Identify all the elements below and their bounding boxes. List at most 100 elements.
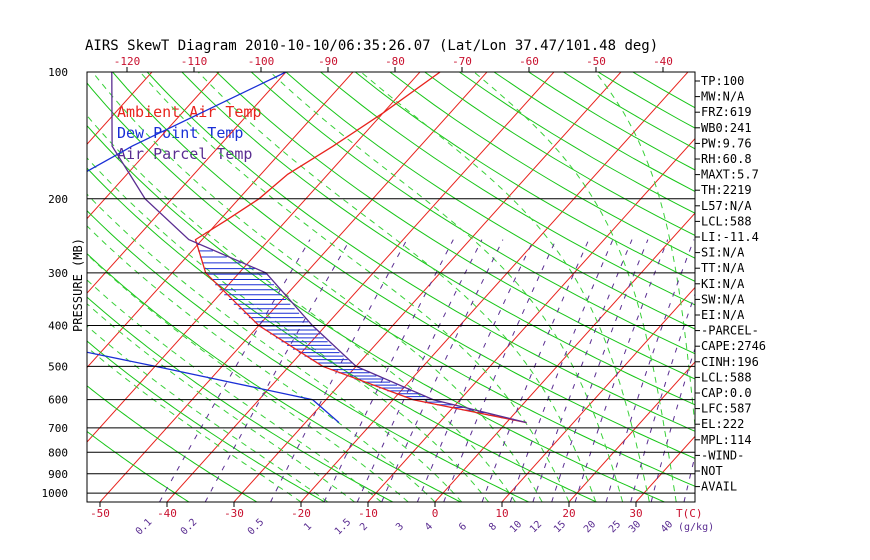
- bottom-temp-tick-label: -10: [358, 507, 378, 520]
- bottom-temp-tick-label: -20: [291, 507, 311, 520]
- isotherm-line: [367, 137, 695, 502]
- mixing-ratio-line: [356, 239, 483, 502]
- mixing-ratio-tick-label: 0.2: [179, 517, 200, 538]
- moist-adiabat-line: [87, 157, 489, 502]
- bottom-temp-tick-label: -50: [90, 507, 110, 520]
- top-temp-tick-label: -40: [653, 55, 673, 68]
- moist-adiabat-line: [87, 253, 409, 502]
- mixing-ratio-tick-label: 8: [487, 521, 499, 533]
- dry-adiabat-line: [87, 430, 190, 502]
- mixing-ratio-line: [605, 239, 695, 502]
- pressure-tick-label: 200: [48, 193, 68, 206]
- isotherm-line: [87, 72, 220, 220]
- top-temp-tick-label: -100: [248, 55, 275, 68]
- moist-adiabat-line: [269, 72, 624, 502]
- mixing-ratio-tick-label: 6: [457, 521, 469, 533]
- mixing-ratio-tick-label: 10: [508, 519, 524, 535]
- side-panel-entry: MAXT:5.7: [701, 168, 759, 182]
- pressure-tick-label: 500: [48, 360, 68, 373]
- bottom-temp-tick-label: -40: [157, 507, 177, 520]
- side-panel-entry: EI:N/A: [701, 308, 745, 322]
- dry-adiabat-line: [87, 82, 695, 487]
- pressure-tick-label: 600: [48, 394, 68, 407]
- top-temp-tick-label: -120: [114, 55, 141, 68]
- mixing-ratio-line: [551, 239, 649, 502]
- side-panel-entry: TT:N/A: [701, 261, 745, 275]
- side-panel-entry: MPL:114: [701, 433, 752, 447]
- dry-adiabat-line: [250, 72, 695, 355]
- mixing-ratio-line: [532, 239, 633, 502]
- side-panel-entry: CAP:0.0: [701, 386, 752, 400]
- side-panel-entry: FRZ:619: [701, 105, 752, 119]
- dry-adiabat-line: [87, 253, 462, 502]
- dry-adiabat-line: [458, 72, 695, 214]
- mixing-ratio-line: [204, 239, 351, 502]
- dry-adiabat-line: [87, 385, 258, 502]
- isotherm-line: [300, 72, 689, 502]
- dry-adiabat-line: [87, 124, 666, 502]
- mixing-ratio-line: [159, 239, 311, 502]
- mixing-ratio-line: [630, 292, 695, 502]
- isotherm-line: [99, 72, 488, 502]
- dry-adiabat-line: [87, 340, 326, 502]
- mixing-ratio-tick-label: 25: [607, 519, 623, 535]
- pressure-tick-label: 1000: [42, 487, 69, 500]
- mixing-ratio-tick-label: 30: [627, 519, 643, 535]
- mixing-ratio-tick-label: 12: [528, 519, 544, 535]
- dry-adiabat-line: [493, 72, 695, 192]
- chart-title: AIRS SkewT Diagram 2010-10-10/06:35:26.0…: [85, 38, 658, 54]
- pressure-tick-label: 800: [48, 446, 68, 459]
- isotherm-line: [233, 72, 622, 502]
- mixing-ratio-tick-label: 40: [659, 519, 675, 535]
- side-panel-entry: RH:60.8: [701, 152, 752, 166]
- pressure-tick-label: 400: [48, 320, 68, 333]
- dry-adiabat-line: [87, 296, 394, 502]
- ambient-air-temp-curve: [194, 72, 527, 424]
- mixing-ratio-tick-label: 0.1: [134, 517, 155, 538]
- mixing-ratio-line: [443, 239, 557, 502]
- side-panel-entry: L57:N/A: [701, 199, 752, 213]
- side-panel-entry: CAPE:2746: [701, 339, 766, 353]
- mixing-ratio-tick-label: 0.5: [246, 517, 267, 538]
- dry-adiabat-line: [87, 167, 598, 502]
- mixing-ratio-tick-label: 2: [358, 521, 370, 533]
- isotherm-line: [87, 72, 153, 145]
- side-panel-entry: TP:100: [701, 74, 744, 88]
- isotherm-line: [434, 212, 695, 502]
- isotherm-line: [0, 31, 55, 510]
- side-panel-entry: -PARCEL-: [701, 324, 759, 338]
- bottom-temp-tick-label: 30: [629, 507, 642, 520]
- side-panel-entry: SI:N/A: [701, 246, 745, 260]
- side-panel-entry: PW:9.76: [701, 136, 752, 150]
- side-panel-entry: LFC:587: [701, 402, 752, 416]
- isotherm-line: [87, 72, 287, 294]
- side-panel-entry: CINH:196: [701, 355, 759, 369]
- dry-adiabat-line: [285, 72, 695, 330]
- side-panel-entry: SW:N/A: [701, 292, 745, 306]
- top-temp-tick-label: -110: [181, 55, 208, 68]
- mixing-ratio-line: [650, 347, 695, 502]
- mixing-ratio-line: [481, 239, 590, 502]
- side-panel-entry: LI:-11.4: [701, 230, 759, 244]
- side-panel-entry: LCL:588: [701, 214, 752, 228]
- moist-adiabat-line: [92, 72, 543, 502]
- side-panel-entry: MW:N/A: [701, 90, 745, 104]
- side-panel-entry: EL:222: [701, 417, 744, 431]
- legend-entry: Air Parcel Temp: [117, 145, 252, 163]
- pressure-tick-label: 100: [48, 66, 68, 79]
- dry-adiabat-line: [111, 72, 695, 459]
- cape-hatching: [196, 244, 516, 421]
- moist-adiabat-line: [87, 225, 436, 502]
- y-axis-label: PRESSURE (MB): [71, 238, 85, 332]
- dry-adiabat-line: [319, 72, 695, 306]
- moist-adiabat-line: [87, 193, 463, 502]
- mixing-ratio-line: [416, 239, 535, 502]
- isotherm-line: [762, 31, 870, 510]
- mixing-ratio-tick-label: 4: [423, 521, 435, 533]
- moist-adiabat-line: [197, 72, 597, 502]
- mixing-ratio-line: [509, 239, 614, 502]
- mixing-ratio-tick-label: 1.5: [333, 517, 354, 538]
- side-panel-entry: TH:2219: [701, 183, 752, 197]
- bottom-temp-tick-label: -30: [224, 507, 244, 520]
